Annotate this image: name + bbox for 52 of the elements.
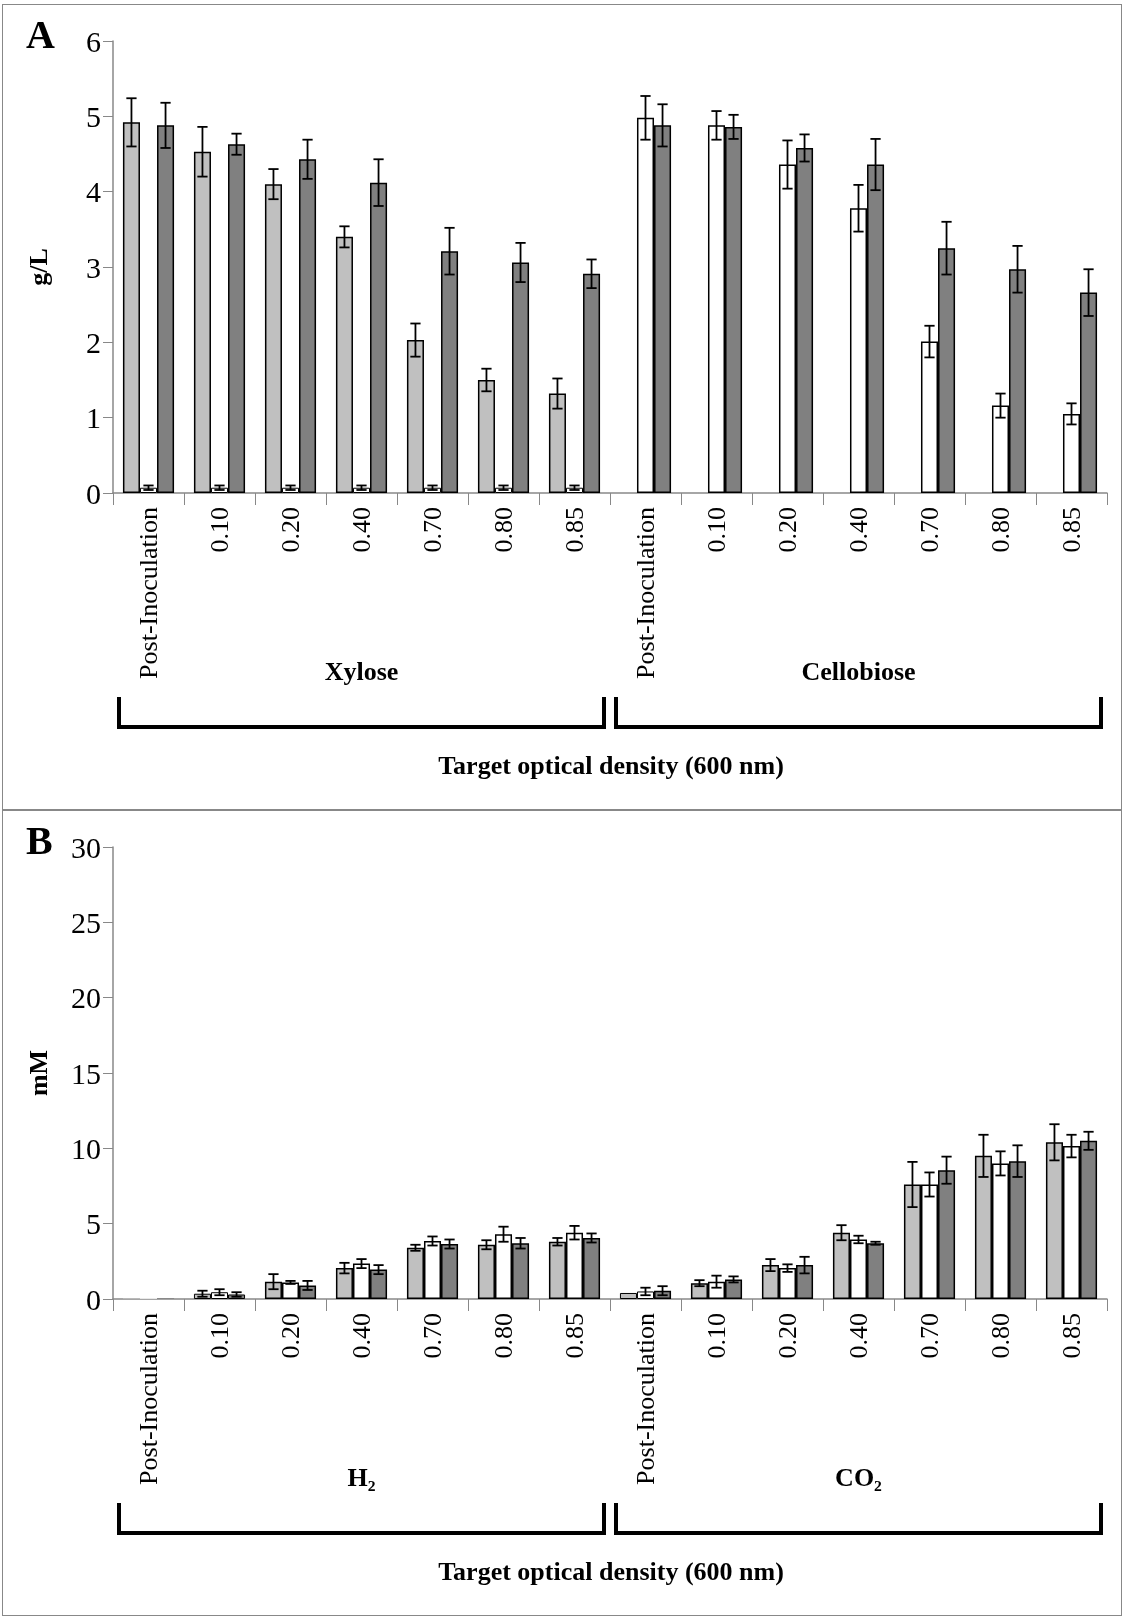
y-tick-label: 25 — [71, 905, 101, 939]
text: CO₂ — [835, 1463, 882, 1493]
y-tick-label: 20 — [71, 981, 101, 1015]
x-tick-label: 0.70 — [915, 1313, 944, 1359]
x-tick-label: 0.70 — [418, 1313, 447, 1359]
x-tick-label: 0.85 — [1057, 507, 1086, 553]
y-tick-label: 15 — [71, 1056, 101, 1090]
x-tick-label: 0.85 — [1057, 1313, 1086, 1359]
x-tick-label: 0.80 — [489, 507, 518, 553]
y-tick-label: 0 — [86, 476, 101, 510]
y-tick-label: 3 — [86, 250, 101, 284]
x-tick-label: Post-Inoculation — [631, 507, 660, 679]
y-tick-label: 6 — [86, 24, 101, 58]
y-tick-label: 2 — [86, 325, 101, 359]
x-tick-label: Post-Inoculation — [631, 1313, 660, 1485]
x-tick-label: Post-Inoculation — [134, 1313, 163, 1485]
y-tick-label: 0 — [86, 1282, 101, 1316]
y-tick-label: 1 — [86, 401, 101, 435]
x-tick-label: 0.70 — [915, 507, 944, 553]
x-axis-title: Target optical density (600 nm) — [438, 751, 784, 781]
x-tick-label: 0.10 — [702, 507, 731, 553]
x-tick-label: 0.85 — [560, 507, 589, 553]
y-tick-label: 10 — [71, 1131, 101, 1165]
x-tick-label: 0.10 — [205, 1313, 234, 1359]
text: Xylose — [324, 657, 399, 687]
x-tick-label: 0.10 — [205, 507, 234, 553]
x-tick-label: 0.70 — [418, 507, 447, 553]
x-tick-label: 0.20 — [276, 507, 305, 553]
y-tick-label: 30 — [71, 830, 101, 864]
x-tick-label: 0.40 — [844, 507, 873, 553]
x-tick-label: Post-Inoculation — [134, 507, 163, 679]
text: H₂ — [347, 1463, 376, 1493]
y-tick-label: 4 — [86, 175, 101, 209]
x-tick-label: 0.40 — [347, 1313, 376, 1359]
x-tick-label: 0.85 — [560, 1313, 589, 1359]
y-axis-title: g/L — [23, 248, 53, 286]
x-tick-label: 0.40 — [844, 1313, 873, 1359]
x-tick-label: 0.40 — [347, 507, 376, 553]
text: Cellobiose — [801, 657, 916, 687]
chart-title: A — [26, 11, 55, 57]
x-tick-label: 0.20 — [773, 507, 802, 553]
y-tick-label: 5 — [86, 1207, 101, 1241]
x-tick-label: 0.80 — [489, 1313, 518, 1359]
x-tick-label: 0.10 — [702, 1313, 731, 1359]
x-tick-label: 0.80 — [986, 1313, 1015, 1359]
x-tick-label: 0.80 — [986, 507, 1015, 553]
y-axis-title: mM — [23, 1049, 53, 1097]
chart-title: B — [26, 817, 53, 863]
x-axis-title: Target optical density (600 nm) — [438, 1557, 784, 1587]
x-tick-label: 0.20 — [276, 1313, 305, 1359]
x-tick-label: 0.20 — [773, 1313, 802, 1359]
y-tick-label: 5 — [86, 99, 101, 133]
